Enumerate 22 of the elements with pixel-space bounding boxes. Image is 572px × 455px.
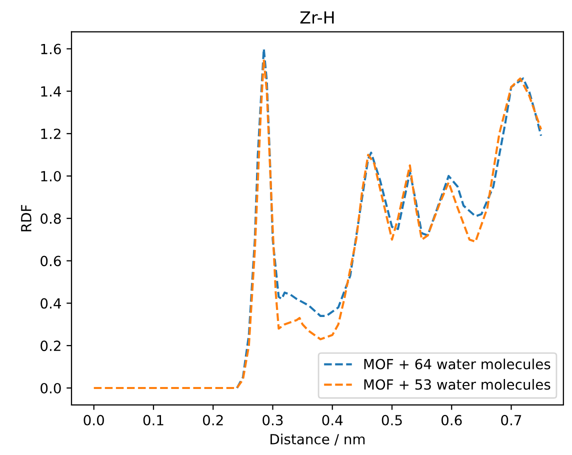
x-axis-title: Distance / nm: [270, 434, 365, 446]
x-tick-label: 0.5: [382, 414, 402, 426]
y-tick-label: 1.2: [41, 128, 60, 139]
y-tick-label: 1.6: [41, 44, 61, 54]
chart-title: Zr-H: [300, 11, 334, 24]
x-tick-label: 0.3: [262, 414, 283, 426]
x-tick-label: 0.2: [202, 414, 223, 426]
y-tick-label: 1.0: [41, 170, 61, 182]
x-tick-label: 0.0: [84, 414, 104, 426]
legend-label: MOF + 53 water molecules: [364, 379, 550, 390]
x-tick-label: 0.4: [322, 414, 343, 426]
x-tick-label: 0.7: [501, 414, 522, 426]
y-tick-label: 0.4: [40, 298, 61, 309]
y-tick-label: 0.8: [40, 213, 61, 224]
x-tick-label: 0.6: [441, 414, 462, 426]
x-tick-label: 0.1: [143, 414, 164, 426]
y-tick-label: 0.0: [40, 382, 61, 394]
y-tick-label: 0.2: [40, 340, 60, 352]
y-tick-label: 0.6: [40, 256, 61, 266]
y-tick-label: 1.4: [41, 86, 61, 96]
y-axis-title: RDF: [21, 205, 32, 232]
legend-label: MOF + 64 water molecules: [364, 358, 550, 370]
